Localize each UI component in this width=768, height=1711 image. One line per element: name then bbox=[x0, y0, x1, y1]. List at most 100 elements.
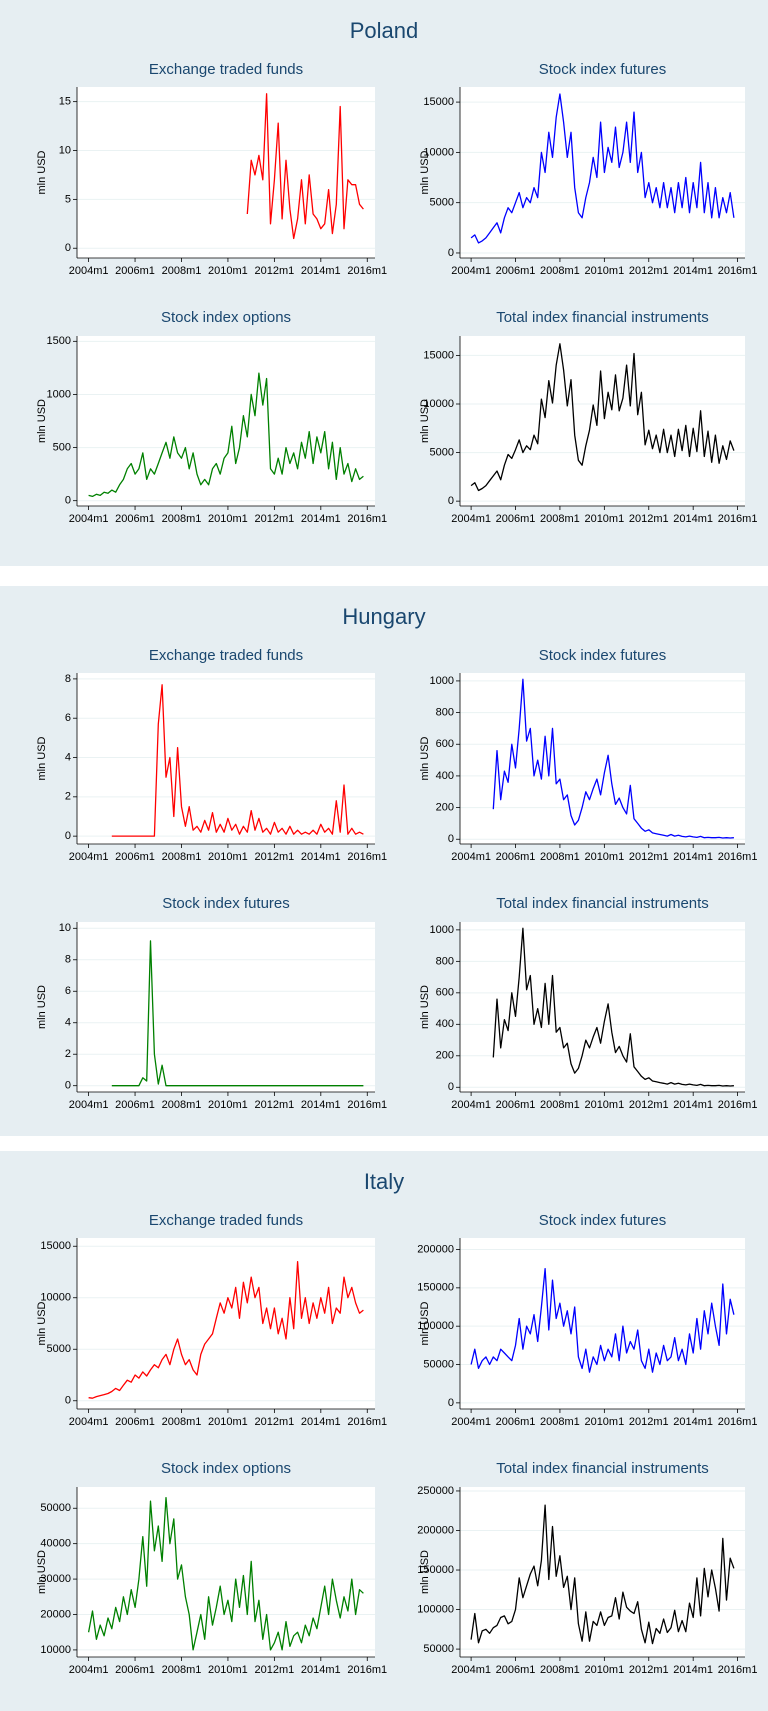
x-tick-label: 2010m1 bbox=[208, 1099, 248, 1111]
series-line bbox=[492, 927, 734, 1087]
y-tick-label: 0 bbox=[448, 1397, 454, 1409]
x-tick-label: 2006m1 bbox=[115, 1099, 155, 1111]
y-tick-label: 4 bbox=[65, 1017, 71, 1029]
y-tick-label: 600 bbox=[436, 987, 454, 999]
x-tick-label: 2008m1 bbox=[162, 1416, 202, 1428]
x-tick-label: 2014m1 bbox=[301, 1099, 341, 1111]
x-tick-label: 2004m1 bbox=[451, 851, 491, 863]
x-tick-label: 2014m1 bbox=[301, 1664, 341, 1676]
x-tick-label: 2014m1 bbox=[673, 265, 713, 277]
y-axis-label: mln USD bbox=[36, 399, 48, 443]
x-tick-label: 2010m1 bbox=[584, 851, 624, 863]
chart-title: Total index financial instruments bbox=[496, 895, 709, 912]
chart-title: Exchange traded funds bbox=[149, 1212, 303, 1229]
series-line bbox=[88, 372, 364, 498]
y-axis-label: mln USD bbox=[419, 150, 431, 194]
plot-area bbox=[460, 1487, 745, 1657]
x-tick-label: 2012m1 bbox=[629, 513, 669, 525]
x-tick-label: 2016m1 bbox=[347, 1664, 387, 1676]
x-tick-label: 2006m1 bbox=[496, 851, 536, 863]
x-tick-label: 2016m1 bbox=[347, 1416, 387, 1428]
x-tick-label: 2014m1 bbox=[673, 513, 713, 525]
x-tick-label: 2012m1 bbox=[629, 265, 669, 277]
y-axis-label: mln USD bbox=[419, 736, 431, 780]
x-tick-label: 2004m1 bbox=[69, 513, 109, 525]
x-tick-label: 2008m1 bbox=[162, 1664, 202, 1676]
x-tick-label: 2012m1 bbox=[254, 1416, 294, 1428]
x-tick-label: 2008m1 bbox=[162, 513, 202, 525]
x-tick-label: 2016m1 bbox=[718, 1664, 758, 1676]
y-tick-label: 5 bbox=[65, 193, 71, 205]
chart-title: Stock index options bbox=[161, 309, 291, 326]
y-tick-label: 1000 bbox=[430, 924, 454, 936]
y-tick-label: 40000 bbox=[40, 1538, 71, 1550]
plot-area bbox=[77, 336, 375, 506]
x-tick-label: 2008m1 bbox=[540, 265, 580, 277]
x-tick-label: 2016m1 bbox=[347, 513, 387, 525]
x-tick-label: 2004m1 bbox=[451, 513, 491, 525]
y-tick-label: 2 bbox=[65, 791, 71, 803]
series-line bbox=[246, 93, 364, 240]
plot-area bbox=[460, 673, 745, 844]
group-title: Italy bbox=[364, 1169, 404, 1194]
y-axis-label: mln USD bbox=[36, 1550, 48, 1594]
x-tick-label: 2010m1 bbox=[584, 1099, 624, 1111]
y-tick-label: 8 bbox=[65, 954, 71, 966]
x-tick-label: 2014m1 bbox=[301, 513, 341, 525]
x-tick-label: 2014m1 bbox=[673, 851, 713, 863]
x-tick-label: 2004m1 bbox=[69, 1664, 109, 1676]
y-tick-label: 15000 bbox=[423, 96, 454, 108]
x-tick-label: 2010m1 bbox=[208, 513, 248, 525]
chart-title: Stock index futures bbox=[539, 1212, 667, 1229]
y-tick-label: 10000 bbox=[40, 1292, 71, 1304]
y-tick-label: 200000 bbox=[417, 1524, 454, 1536]
x-tick-label: 2006m1 bbox=[496, 1416, 536, 1428]
x-tick-label: 2012m1 bbox=[629, 1099, 669, 1111]
chart-title: Total index financial instruments bbox=[496, 1460, 709, 1477]
x-tick-label: 2004m1 bbox=[69, 265, 109, 277]
chart-title: Total index financial instruments bbox=[496, 309, 709, 326]
x-tick-label: 2010m1 bbox=[584, 1416, 624, 1428]
y-tick-label: 5000 bbox=[430, 197, 454, 209]
x-tick-label: 2008m1 bbox=[540, 1099, 580, 1111]
y-axis-label: mln USD bbox=[419, 399, 431, 443]
x-tick-label: 2012m1 bbox=[254, 851, 294, 863]
x-tick-label: 2008m1 bbox=[162, 851, 202, 863]
plot-area bbox=[460, 922, 745, 1092]
x-tick-label: 2016m1 bbox=[718, 265, 758, 277]
x-tick-label: 2004m1 bbox=[451, 1099, 491, 1111]
y-tick-label: 1500 bbox=[47, 335, 71, 347]
plot-area bbox=[77, 87, 375, 258]
x-tick-label: 2006m1 bbox=[115, 1416, 155, 1428]
y-tick-label: 100000 bbox=[417, 1320, 454, 1332]
y-tick-label: 8 bbox=[65, 673, 71, 685]
x-tick-label: 2014m1 bbox=[301, 851, 341, 863]
x-tick-label: 2008m1 bbox=[540, 851, 580, 863]
series-line bbox=[492, 678, 734, 839]
y-tick-label: 30000 bbox=[40, 1573, 71, 1585]
y-tick-label: 200 bbox=[436, 1050, 454, 1062]
x-tick-label: 2012m1 bbox=[254, 265, 294, 277]
y-tick-label: 10 bbox=[59, 144, 71, 156]
chart-title: Exchange traded funds bbox=[149, 647, 303, 664]
plot-area bbox=[77, 922, 375, 1092]
x-tick-label: 2012m1 bbox=[254, 1099, 294, 1111]
y-tick-label: 0 bbox=[65, 1395, 71, 1407]
y-tick-label: 10000 bbox=[40, 1644, 71, 1656]
y-tick-label: 800 bbox=[436, 955, 454, 967]
x-tick-label: 2010m1 bbox=[584, 265, 624, 277]
y-tick-label: 50000 bbox=[423, 1358, 454, 1370]
y-tick-label: 0 bbox=[65, 830, 71, 842]
x-tick-label: 2016m1 bbox=[347, 265, 387, 277]
y-tick-label: 5000 bbox=[430, 446, 454, 458]
chart-title: Stock index futures bbox=[162, 895, 290, 912]
series-line bbox=[87, 1496, 364, 1651]
x-tick-label: 2012m1 bbox=[629, 1416, 669, 1428]
x-tick-label: 2012m1 bbox=[254, 513, 294, 525]
y-tick-label: 50000 bbox=[40, 1502, 71, 1514]
x-tick-label: 2016m1 bbox=[718, 851, 758, 863]
x-tick-label: 2014m1 bbox=[673, 1416, 713, 1428]
plot-area bbox=[77, 1238, 375, 1409]
